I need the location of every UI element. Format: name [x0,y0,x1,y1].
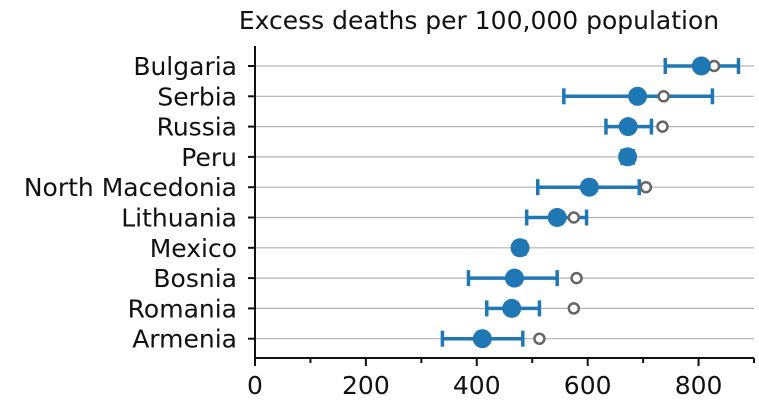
x-axis: 0 200 400 600 800 [247,357,755,400]
comparison-point-north-macedonia [639,180,653,194]
estimate-point-mexico [510,238,530,258]
estimate-point-romania [502,298,522,318]
estimate-point-russia [618,117,638,137]
comparison-point-armenia [533,332,546,345]
x-tick-label-800: 800 [675,371,723,400]
y-tick-label-armenia: Armenia [132,325,237,354]
comparison-point-lithuania [567,211,581,224]
estimate-point-lithuania [547,208,567,227]
y-tick-label-lithuania: Lithuania [121,204,237,233]
data-marks [440,56,741,349]
y-tick-label-bosnia: Bosnia [153,264,237,293]
y-tick-label-russia: Russia [157,113,237,142]
estimate-point-bulgaria [691,56,711,76]
y-tick-label-bulgaria: Bulgaria [133,52,237,81]
chart-title: Excess deaths per 100,000 population [239,6,719,35]
y-tick-label-mexico: Mexico [150,234,237,263]
comparison-point-serbia [657,90,670,103]
estimate-point-serbia [628,86,648,106]
x-tick-label-200: 200 [342,371,390,400]
x-tick-label-400: 400 [453,371,501,400]
comparison-point-bosnia [570,271,583,285]
x-tick-label-600: 600 [564,371,612,400]
estimate-point-north-macedonia [579,177,599,197]
y-tick-label-romania: Romania [128,294,237,323]
y-tick-label-north-macedonia: North Macedonia [24,173,237,202]
comparison-point-romania [567,302,581,315]
comparison-point-russia [656,120,669,133]
x-tick-label-0: 0 [247,371,263,400]
gridlines [255,65,754,340]
estimate-point-armenia [472,329,492,349]
y-tick-label-serbia: Serbia [157,82,237,111]
estimate-point-peru [618,147,638,167]
estimate-point-bosnia [504,268,524,288]
y-tick-label-peru: Peru [181,143,237,172]
